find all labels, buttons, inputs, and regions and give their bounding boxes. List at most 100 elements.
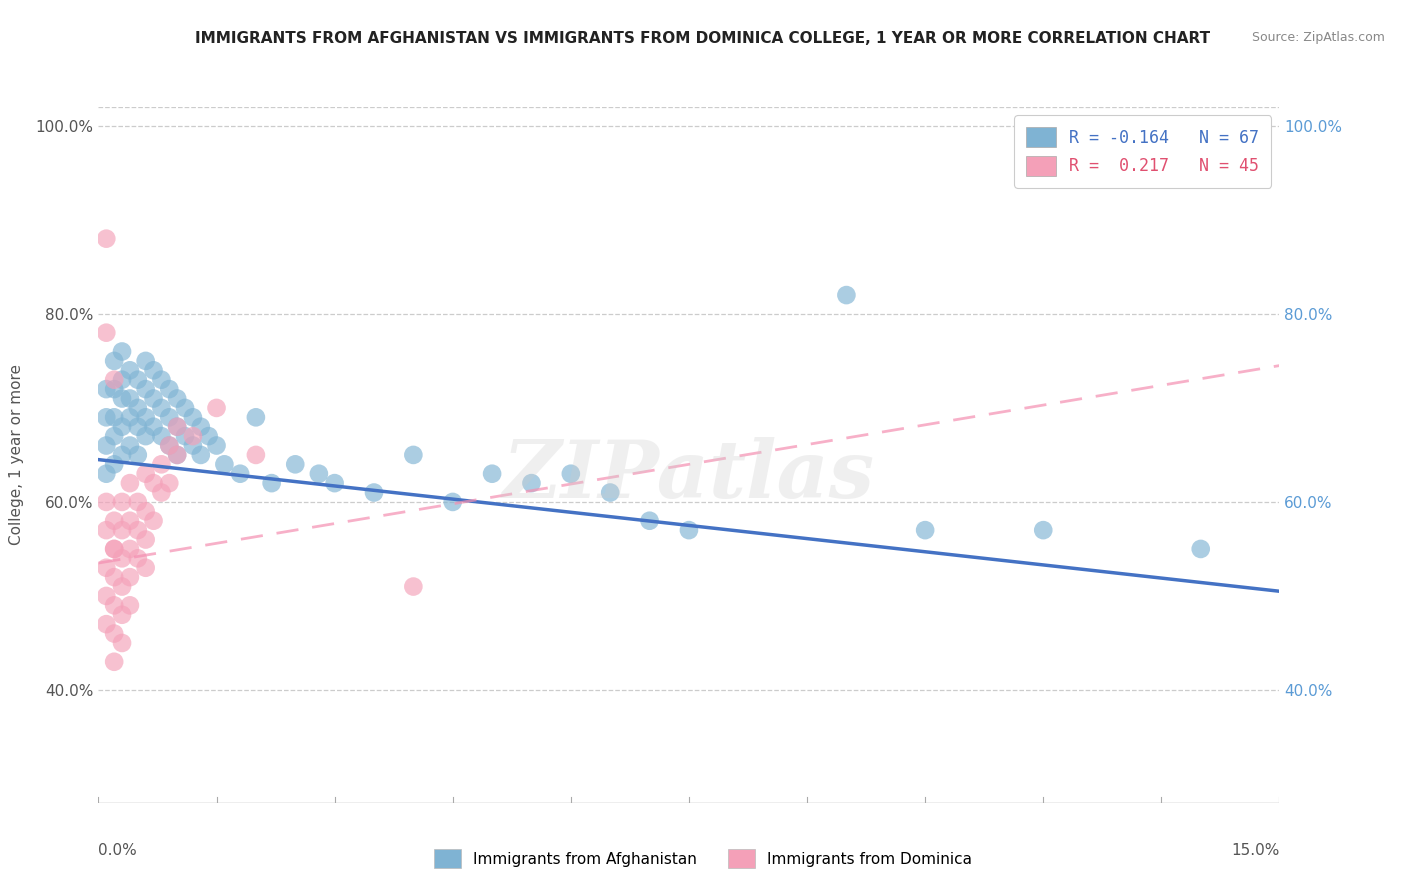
Point: [127, 448, 149, 462]
Point: [103, 541, 125, 556]
Point: [260, 476, 283, 491]
Point: [638, 514, 661, 528]
Point: [96, 232, 118, 246]
Point: [127, 401, 149, 415]
Point: [323, 476, 346, 491]
Point: [135, 354, 157, 368]
Point: [166, 419, 188, 434]
Point: [103, 570, 125, 584]
Point: [135, 504, 157, 518]
Point: [111, 607, 134, 622]
Point: [181, 429, 204, 443]
Point: [118, 570, 141, 584]
Point: [599, 485, 621, 500]
Text: IMMIGRANTS FROM AFGHANISTAN VS IMMIGRANTS FROM DOMINICA COLLEGE, 1 YEAR OR MORE : IMMIGRANTS FROM AFGHANISTAN VS IMMIGRANT…: [195, 31, 1211, 46]
Point: [150, 485, 173, 500]
Point: [284, 458, 307, 472]
Point: [103, 626, 125, 640]
Point: [111, 551, 134, 566]
Point: [181, 438, 204, 452]
Point: [157, 410, 180, 425]
Point: [174, 401, 197, 415]
Point: [150, 429, 173, 443]
Point: [96, 589, 118, 603]
Point: [135, 533, 157, 547]
Point: [96, 438, 118, 452]
Point: [678, 523, 700, 537]
Point: [150, 458, 173, 472]
Point: [402, 448, 425, 462]
Text: Source: ZipAtlas.com: Source: ZipAtlas.com: [1251, 31, 1385, 45]
Point: [402, 580, 425, 594]
Point: [441, 495, 464, 509]
Point: [111, 448, 134, 462]
Point: [118, 541, 141, 556]
Point: [166, 448, 188, 462]
Text: 0.0%: 0.0%: [98, 843, 138, 858]
Point: [166, 419, 188, 434]
Point: [96, 560, 118, 574]
Point: [142, 392, 165, 406]
Point: [142, 514, 165, 528]
Point: [142, 363, 165, 377]
Point: [205, 401, 228, 415]
Point: [150, 373, 173, 387]
Point: [157, 476, 180, 491]
Point: [96, 467, 118, 481]
Point: [127, 373, 149, 387]
Point: [96, 410, 118, 425]
Point: [181, 410, 204, 425]
Point: [103, 382, 125, 396]
Point: [190, 419, 212, 434]
Point: [157, 438, 180, 452]
Point: [103, 373, 125, 387]
Point: [96, 523, 118, 537]
Point: [914, 523, 936, 537]
Point: [166, 448, 188, 462]
Point: [520, 476, 543, 491]
Point: [111, 636, 134, 650]
Point: [142, 419, 165, 434]
Point: [103, 655, 125, 669]
Point: [1032, 523, 1054, 537]
Point: [127, 495, 149, 509]
Point: [135, 410, 157, 425]
Point: [118, 476, 141, 491]
Point: [118, 363, 141, 377]
Point: [103, 410, 125, 425]
Point: [118, 392, 141, 406]
Point: [111, 392, 134, 406]
Y-axis label: College, 1 year or more: College, 1 year or more: [10, 365, 24, 545]
Point: [127, 523, 149, 537]
Point: [308, 467, 330, 481]
Point: [363, 485, 385, 500]
Point: [229, 467, 252, 481]
Point: [166, 392, 188, 406]
Point: [111, 523, 134, 537]
Point: [135, 382, 157, 396]
Point: [118, 514, 141, 528]
Point: [245, 448, 267, 462]
Point: [103, 541, 125, 556]
Point: [214, 458, 236, 472]
Legend: R = -0.164   N = 67, R =  0.217   N = 45: R = -0.164 N = 67, R = 0.217 N = 45: [1015, 115, 1271, 187]
Point: [111, 373, 134, 387]
Point: [481, 467, 503, 481]
Point: [96, 617, 118, 632]
Point: [103, 354, 125, 368]
Text: ZIPatlas: ZIPatlas: [503, 437, 875, 515]
Point: [111, 580, 134, 594]
Point: [96, 326, 118, 340]
Point: [111, 419, 134, 434]
Point: [103, 429, 125, 443]
Point: [157, 382, 180, 396]
Point: [190, 448, 212, 462]
Point: [127, 419, 149, 434]
Point: [103, 514, 125, 528]
Point: [1189, 541, 1212, 556]
Point: [118, 438, 141, 452]
Point: [205, 438, 228, 452]
Point: [197, 429, 219, 443]
Point: [96, 495, 118, 509]
Point: [245, 410, 267, 425]
